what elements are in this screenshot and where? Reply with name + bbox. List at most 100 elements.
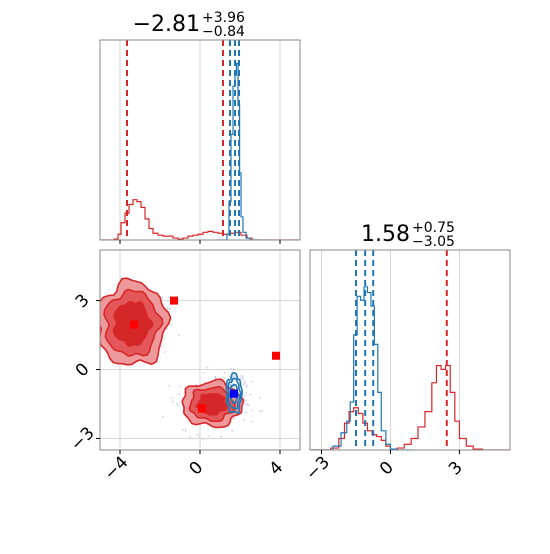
contour-scatter-point	[223, 371, 226, 374]
contour-scatter-point	[214, 376, 217, 379]
contour-scatter-point	[247, 403, 249, 406]
contour-scatter-point	[243, 395, 246, 397]
histogram-right-frame	[309, 249, 511, 451]
contour-blue-marker	[230, 389, 238, 398]
contour-scatter-point	[163, 351, 166, 354]
hist3-x-tick-label: 3	[445, 458, 467, 480]
contour-scatter-point	[169, 308, 171, 310]
contour-scatter-point	[189, 436, 191, 438]
contour-scatter-point	[241, 411, 244, 413]
contour-blue-level	[227, 377, 242, 411]
contour-scatter-point	[232, 369, 235, 371]
contour-scatter-point	[107, 289, 110, 291]
contour-scatter-point	[251, 420, 254, 423]
contour-scatter-point	[91, 347, 93, 349]
contour-scatter-point	[223, 377, 226, 380]
contour-scatter-point	[243, 418, 246, 421]
contour-scatter-point	[161, 296, 164, 299]
contour-scatter-point	[171, 400, 174, 403]
contour-scatter-point	[184, 428, 187, 431]
contour-scatter-point	[88, 322, 90, 324]
histogram-top-title-lower: −0.84	[202, 24, 245, 40]
contour-y-tick-label: −3	[67, 423, 99, 455]
contour-scatter-point	[202, 372, 205, 374]
contour-scatter-point	[245, 386, 248, 389]
contour-scatter-point	[96, 324, 98, 326]
contour-scatter-point	[166, 306, 169, 309]
contour-scatter-point	[202, 438, 205, 441]
contour-scatter-point	[97, 309, 99, 311]
contour-scatter-point	[232, 374, 235, 377]
contour-scatter-point	[178, 384, 181, 387]
histogram-right-title-median: 1.58	[361, 222, 410, 247]
contour-y-tick-label: 3	[72, 290, 94, 312]
contour-scatter-point	[97, 333, 99, 335]
contour-scatter-point	[184, 430, 187, 433]
contour-scatter-point	[97, 331, 99, 333]
histogram-top-title-upper: +3.96	[202, 10, 245, 26]
contour-scatter-point	[245, 411, 248, 414]
hist3-blue-series	[310, 286, 414, 450]
contour-scatter-point	[162, 416, 164, 418]
contour-scatter-point	[244, 403, 247, 406]
contour-scatter-point	[250, 409, 253, 412]
contour-scatter-point	[240, 375, 243, 377]
contour-red-marker	[198, 404, 206, 413]
contour-scatter-point	[96, 313, 98, 315]
contour-scatter-point	[259, 396, 261, 399]
histogram-panel-top: −2.81 +3.96 −0.84	[99, 10, 301, 244]
contour-scatter-point	[171, 397, 174, 400]
contour-scatter-point	[239, 377, 242, 380]
contour-scatter-point	[80, 326, 82, 328]
contour-scatter-point	[261, 410, 264, 412]
contour-scatter-point	[160, 345, 163, 348]
contour-scatter-point	[233, 379, 236, 382]
contour-x-tick-label: −4	[101, 453, 133, 485]
contour-panel: −4 0 4 3 0 −3	[67, 249, 301, 485]
histogram-panel-right: −3 0 3 1.58 +0.75 −3.05	[302, 220, 511, 485]
contour-scatter-point	[94, 348, 96, 350]
contour-scatter-point	[195, 383, 198, 386]
histogram-right-title-upper: +0.75	[412, 220, 455, 236]
contour-scatter-point	[231, 430, 234, 432]
contour-red-marker	[170, 296, 178, 305]
contour-scatter-point	[98, 305, 100, 307]
contour-scatter-point	[243, 382, 246, 385]
contour-scatter-point	[93, 312, 95, 314]
contour-scatter-point	[249, 393, 252, 396]
contour-scatter-point	[245, 399, 248, 402]
contour-scatter-point	[228, 375, 231, 378]
histogram-top-title-median: −2.81	[133, 12, 200, 37]
contour-blue-level	[225, 372, 244, 415]
contour-scatter-point	[233, 417, 236, 420]
contour-scatter-point	[244, 380, 247, 383]
contour-scatter-point	[97, 307, 99, 309]
contour-scatter-point	[86, 338, 88, 340]
contour-scatter-point	[230, 368, 233, 370]
contour-scatter-point	[206, 366, 209, 369]
contour-red-marker	[272, 351, 280, 360]
contour-scatter-point	[245, 392, 248, 395]
hist3-x-tick-label: −3	[302, 453, 334, 485]
contour-scatter-point	[86, 321, 88, 323]
contour-scatter-point	[241, 378, 244, 381]
contour-scatter-point	[168, 384, 171, 387]
contour-scatter-point	[196, 433, 199, 436]
contour-scatter-point	[166, 328, 168, 330]
contour-scatter-point	[182, 428, 184, 431]
hist3-x-tick-label: 0	[376, 458, 398, 480]
histogram-right-title-lower: −3.05	[412, 234, 455, 250]
contour-x-tick-label: 0	[186, 458, 208, 480]
contour-x-tick-label: 4	[266, 458, 288, 480]
contour-red-marker	[130, 320, 138, 329]
contour-y-tick-label: 0	[72, 359, 94, 381]
contour-scatter-point	[177, 404, 180, 407]
contour-scatter-point	[220, 435, 223, 438]
contour-scatter-point	[250, 380, 253, 383]
contour-scatter-point	[241, 376, 244, 379]
hist3-red-series	[310, 364, 510, 450]
contour-scatter-point	[198, 436, 201, 439]
contour-scatter-point	[259, 410, 261, 412]
contour-scatter-point	[232, 386, 235, 389]
